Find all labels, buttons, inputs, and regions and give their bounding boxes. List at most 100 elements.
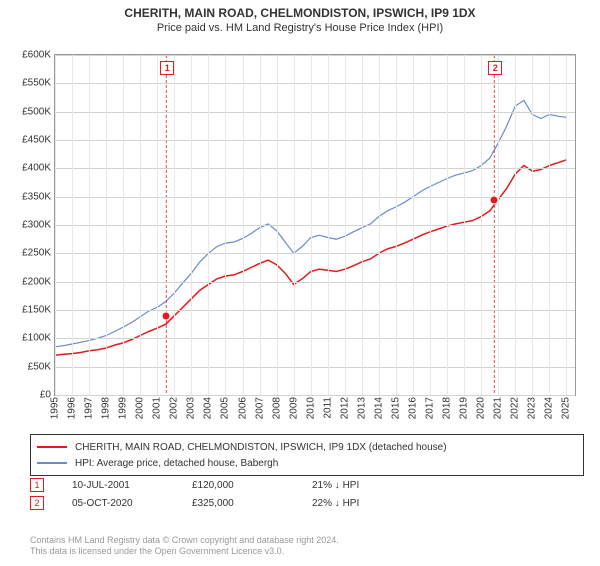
marker-table-date: 05-OCT-2020 [72, 498, 192, 509]
gridline-y [55, 367, 575, 368]
xtick-label: 2015 [390, 397, 401, 427]
ytick-label: £300K [7, 220, 51, 231]
marker-table-pct: 21% ↓ HPI [312, 480, 432, 491]
ytick-label: £0 [7, 390, 51, 401]
gridline-x [379, 55, 380, 395]
xtick-label: 2007 [254, 397, 265, 427]
xtick-label: 2025 [561, 397, 572, 427]
gridline-x [515, 55, 516, 395]
chart-subtitle: Price paid vs. HM Land Registry's House … [0, 22, 600, 34]
xtick-label: 2011 [322, 397, 333, 427]
xtick-label: 2013 [356, 397, 367, 427]
gridline-x [191, 55, 192, 395]
gridline-x [430, 55, 431, 395]
gridline-y [55, 83, 575, 84]
gridline-x [72, 55, 73, 395]
gridline-x [345, 55, 346, 395]
gridline-x [413, 55, 414, 395]
xtick-label: 2012 [339, 397, 350, 427]
legend-swatch [37, 462, 67, 464]
ytick-label: £500K [7, 106, 51, 117]
gridline-y [55, 310, 575, 311]
ytick-label: £400K [7, 163, 51, 174]
ytick-label: £450K [7, 135, 51, 146]
xtick-label: 2003 [186, 397, 197, 427]
gridline-x [123, 55, 124, 395]
xtick-label: 2014 [373, 397, 384, 427]
marker-table-row: 1 10-JUL-2001£120,00021% ↓ HPI [30, 476, 432, 494]
xtick-label: 1999 [118, 397, 129, 427]
marker-box: 2 [488, 61, 502, 75]
gridline-y [55, 395, 575, 396]
gridline-x [106, 55, 107, 395]
xtick-label: 2023 [527, 397, 538, 427]
ytick-label: £100K [7, 333, 51, 344]
ytick-label: £250K [7, 248, 51, 259]
legend-label: HPI: Average price, detached house, Babe… [75, 458, 278, 469]
gridline-x [311, 55, 312, 395]
xtick-label: 2000 [135, 397, 146, 427]
gridline-x [294, 55, 295, 395]
ytick-label: £150K [7, 305, 51, 316]
xtick-label: 2005 [220, 397, 231, 427]
chart-title: CHERITH, MAIN ROAD, CHELMONDISTON, IPSWI… [0, 6, 600, 20]
marker-table-row: 205-OCT-2020£325,00022% ↓ HPI [30, 494, 432, 512]
gridline-y [55, 55, 575, 56]
gridline-x [328, 55, 329, 395]
gridline-x [260, 55, 261, 395]
legend-swatch [37, 446, 67, 448]
gridline-x [481, 55, 482, 395]
gridline-x [464, 55, 465, 395]
xtick-label: 2018 [442, 397, 453, 427]
marker-table-pct: 22% ↓ HPI [312, 498, 432, 509]
legend-row: CHERITH, MAIN ROAD, CHELMONDISTON, IPSWI… [37, 439, 577, 455]
xtick-label: 1995 [50, 397, 61, 427]
attribution-line2: This data is licensed under the Open Gov… [30, 546, 339, 558]
attribution-line1: Contains HM Land Registry data © Crown c… [30, 535, 339, 547]
marker-table-num: 1 [30, 478, 44, 492]
xtick-label: 1998 [101, 397, 112, 427]
xtick-label: 2002 [169, 397, 180, 427]
gridline-x [89, 55, 90, 395]
gridline-y [55, 140, 575, 141]
xtick-label: 2001 [152, 397, 163, 427]
marker-table-date: 10-JUL-2001 [72, 480, 192, 491]
gridline-x [55, 55, 56, 395]
xtick-label: 2006 [237, 397, 248, 427]
xtick-label: 2019 [459, 397, 470, 427]
gridline-x [362, 55, 363, 395]
gridline-x [277, 55, 278, 395]
legend-row: HPI: Average price, detached house, Babe… [37, 455, 577, 471]
gridline-x [225, 55, 226, 395]
gridline-y [55, 338, 575, 339]
marker-table-num: 2 [30, 496, 44, 510]
xtick-label: 2024 [544, 397, 555, 427]
xtick-label: 2004 [203, 397, 214, 427]
xtick-label: 1996 [67, 397, 78, 427]
xtick-label: 1997 [84, 397, 95, 427]
gridline-y [55, 253, 575, 254]
ytick-label: £350K [7, 191, 51, 202]
xtick-label: 2017 [425, 397, 436, 427]
chart-area: £0£50K£100K£150K£200K£250K£300K£350K£400… [54, 54, 576, 396]
gridline-x [549, 55, 550, 395]
marker-table-price: £120,000 [192, 480, 312, 491]
ytick-label: £550K [7, 78, 51, 89]
attribution: Contains HM Land Registry data © Crown c… [30, 535, 339, 558]
xtick-label: 2008 [271, 397, 282, 427]
gridline-y [55, 112, 575, 113]
ytick-label: £200K [7, 276, 51, 287]
ytick-label: £600K [7, 50, 51, 61]
gridline-x [157, 55, 158, 395]
marker-point [162, 311, 171, 320]
xtick-label: 2021 [493, 397, 504, 427]
gridline-x [447, 55, 448, 395]
xtick-label: 2016 [408, 397, 419, 427]
legend: CHERITH, MAIN ROAD, CHELMONDISTON, IPSWI… [30, 434, 584, 476]
xtick-label: 2009 [288, 397, 299, 427]
gridline-x [243, 55, 244, 395]
markers-table: 1 10-JUL-2001£120,00021% ↓ HPI 2 05-OCT-202… [30, 476, 432, 512]
xtick-label: 2010 [305, 397, 316, 427]
gridline-x [532, 55, 533, 395]
gridline-x [174, 55, 175, 395]
